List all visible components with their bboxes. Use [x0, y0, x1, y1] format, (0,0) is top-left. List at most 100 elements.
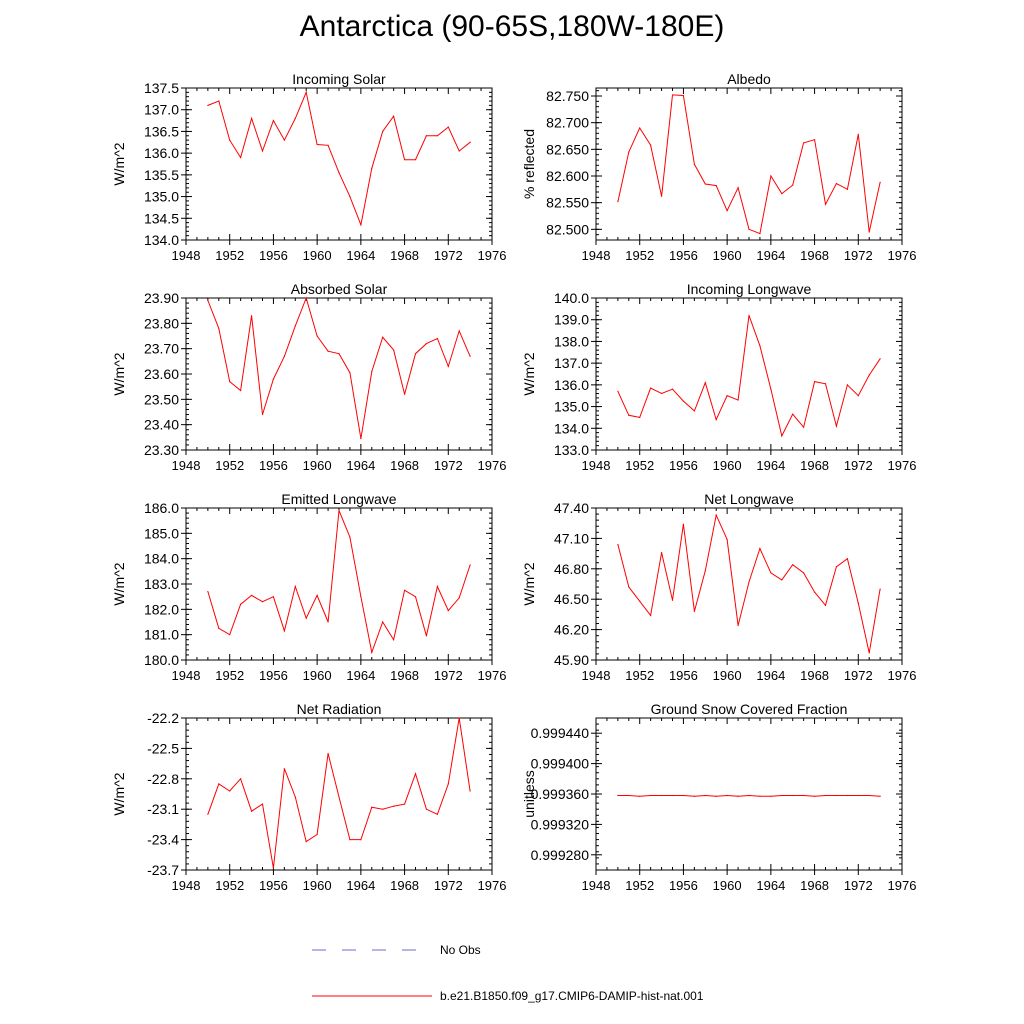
data-point — [371, 651, 373, 654]
x-tick-label: 1960 — [303, 668, 332, 683]
panel-title: Emitted Longwave — [281, 491, 396, 507]
x-tick-label: 1968 — [800, 878, 829, 893]
data-point — [229, 634, 231, 636]
data-point — [458, 597, 460, 599]
data-point — [748, 794, 750, 797]
data-point — [207, 299, 209, 302]
y-tick-label: 23.80 — [144, 315, 179, 331]
data-point — [218, 783, 220, 785]
y-tick-label: 133.0 — [554, 442, 589, 458]
data-point — [240, 778, 242, 780]
y-tick-label: 23.50 — [144, 391, 179, 407]
x-tick-label: 1976 — [888, 248, 917, 263]
data-point — [803, 794, 805, 797]
data-point — [813, 381, 816, 383]
data-point — [737, 399, 739, 401]
figure-title: Antarctica (90-65S,180W-180E) — [299, 10, 725, 43]
data-point — [650, 144, 652, 146]
y-tick-label: 46.50 — [554, 591, 589, 607]
legend: No Obs b.e21.B1850.f09_g17.CMIP6-DAMIP-h… — [312, 943, 704, 1003]
data-point — [639, 795, 641, 797]
data-point — [639, 127, 641, 129]
y-tick-label: 137.0 — [144, 102, 179, 118]
y-tick-label: 186.0 — [144, 500, 179, 516]
panel-0: Incoming Solar W/m^2 1948 1952 1956 1960 1964 1… — [111, 71, 506, 263]
data-point — [218, 627, 220, 629]
data-point — [868, 652, 870, 654]
data-point — [327, 350, 329, 352]
data-point — [693, 795, 695, 797]
data-point — [261, 413, 264, 416]
data-point — [770, 175, 772, 177]
y-tick-label: 46.80 — [554, 561, 589, 577]
data-point — [261, 803, 264, 805]
x-tick-label: 1948 — [172, 668, 201, 683]
y-axis-label: W/m^2 — [111, 772, 127, 815]
data-point — [792, 413, 794, 415]
y-tick-label: 82.500 — [546, 221, 589, 237]
data-point — [382, 808, 384, 810]
data-point — [726, 538, 728, 541]
y-tick-label: 47.10 — [554, 530, 589, 546]
y-tick-label: 0.999280 — [531, 847, 590, 863]
data-point — [628, 414, 630, 416]
y-tick-label: 23.90 — [144, 290, 179, 306]
data-point — [393, 639, 395, 641]
data-point — [650, 794, 652, 797]
x-tick-label: 1976 — [478, 668, 507, 683]
data-point — [835, 566, 838, 568]
data-point — [704, 794, 706, 797]
data-point — [371, 806, 373, 808]
y-tick-label: 45.90 — [554, 652, 589, 668]
data-point — [770, 795, 772, 797]
data-point — [770, 388, 772, 390]
data-point — [781, 794, 783, 797]
data-point — [447, 365, 449, 367]
data-point — [650, 387, 652, 389]
data-point — [846, 188, 848, 190]
x-tick-label: 1956 — [259, 248, 288, 263]
x-tick-label: 1964 — [756, 878, 785, 893]
y-tick-label: 137.0 — [554, 355, 589, 371]
data-point — [229, 139, 231, 141]
panel-title: Net Longwave — [704, 491, 794, 507]
data-point — [704, 570, 706, 572]
x-tick-label: 1968 — [390, 668, 419, 683]
panel-title: Incoming Longwave — [687, 281, 812, 297]
panel-title: Albedo — [727, 71, 771, 87]
data-point — [628, 586, 630, 588]
data-point — [338, 509, 340, 512]
data-point — [447, 126, 449, 128]
y-tick-label: -22.2 — [147, 710, 179, 726]
data-point — [305, 297, 307, 299]
y-tick-label: 135.5 — [144, 167, 179, 183]
panel-6: Net Radiation W/m^2 1948 1952 1956 1960 1964 19… — [111, 701, 506, 893]
y-tick-label: 46.20 — [554, 622, 589, 638]
data-point — [813, 795, 816, 797]
x-tick-label: 1968 — [390, 878, 419, 893]
series-line — [207, 510, 471, 655]
data-point — [393, 115, 395, 117]
data-point — [316, 833, 318, 836]
y-tick-label: 82.600 — [546, 168, 589, 184]
x-tick-label: 1952 — [215, 248, 244, 263]
data-point — [682, 94, 685, 97]
x-tick-label: 1960 — [303, 458, 332, 473]
data-point — [360, 224, 362, 226]
x-tick-label: 1952 — [625, 458, 654, 473]
data-point — [803, 572, 805, 574]
data-point — [748, 228, 750, 230]
data-point — [726, 395, 728, 397]
panel-4: Emitted Longwave W/m^2 1948 1952 1956 1960 196… — [111, 491, 506, 683]
y-tick-label: 180.0 — [144, 652, 179, 668]
data-point — [693, 410, 695, 412]
panel-title: Net Radiation — [297, 701, 382, 717]
data-point — [283, 768, 285, 770]
data-point — [294, 117, 296, 119]
data-point — [781, 579, 783, 581]
data-point — [338, 353, 340, 355]
data-point — [250, 594, 253, 597]
x-tick-label: 1952 — [625, 668, 654, 683]
y-tick-label: 134.5 — [144, 210, 179, 226]
data-point — [682, 400, 685, 402]
